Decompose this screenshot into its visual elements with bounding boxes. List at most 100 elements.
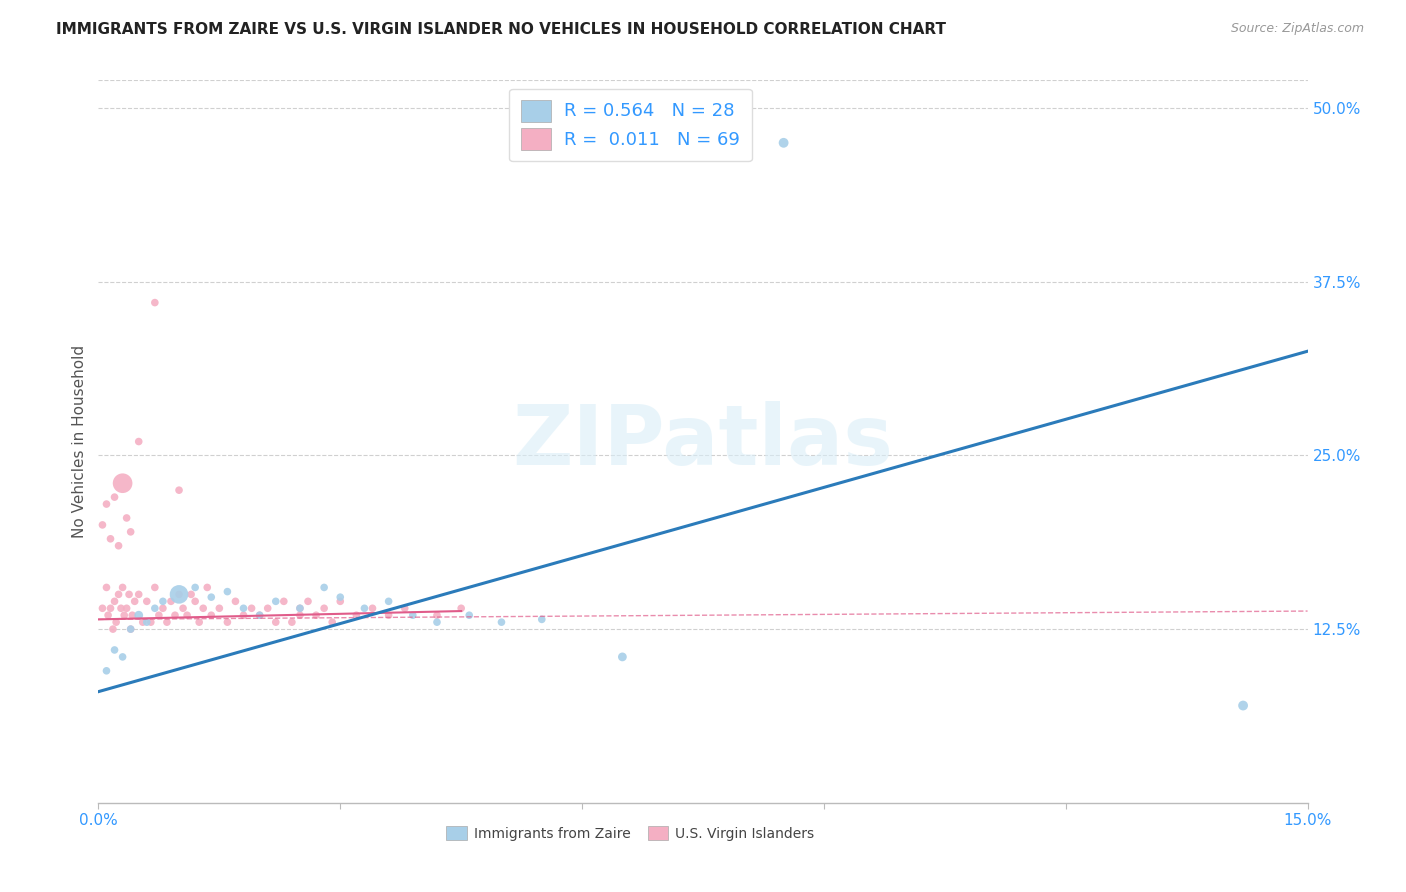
Point <box>156 615 179 630</box>
Point <box>256 601 278 615</box>
Point <box>612 649 634 664</box>
Point <box>121 608 143 623</box>
Point <box>184 594 207 608</box>
Point <box>152 601 174 615</box>
Point <box>361 601 384 615</box>
Point <box>91 517 114 532</box>
Point <box>103 594 125 608</box>
Point <box>96 581 118 595</box>
Point <box>530 612 553 626</box>
Point <box>394 601 416 615</box>
Point <box>297 594 319 608</box>
Point <box>107 587 129 601</box>
Point <box>101 622 124 636</box>
Text: ZIPatlas: ZIPatlas <box>513 401 893 482</box>
Point <box>450 601 472 615</box>
Point <box>176 608 198 623</box>
Point <box>103 643 125 657</box>
Point <box>97 608 120 623</box>
Point <box>91 601 114 615</box>
Point <box>329 590 352 604</box>
Point <box>163 608 186 623</box>
Point <box>135 594 157 608</box>
Point <box>426 608 449 623</box>
Point <box>115 511 138 525</box>
Point <box>288 601 311 615</box>
Point <box>772 136 794 150</box>
Point <box>103 490 125 504</box>
Point <box>208 601 231 615</box>
Point <box>288 608 311 623</box>
Point <box>273 594 295 608</box>
Point <box>100 532 122 546</box>
Point <box>426 615 449 630</box>
Point <box>111 476 134 491</box>
Point <box>96 497 118 511</box>
Point <box>118 587 141 601</box>
Point <box>167 587 190 601</box>
Point <box>491 615 513 630</box>
Point <box>105 615 128 630</box>
Point <box>188 615 211 630</box>
Point <box>321 615 343 630</box>
Point <box>172 601 194 615</box>
Point <box>135 615 157 630</box>
Legend: Immigrants from Zaire, U.S. Virgin Islanders: Immigrants from Zaire, U.S. Virgin Islan… <box>441 821 820 847</box>
Point <box>152 594 174 608</box>
Point <box>115 601 138 615</box>
Point <box>195 581 218 595</box>
Point <box>139 615 162 630</box>
Point <box>112 608 135 623</box>
Point <box>143 601 166 615</box>
Point <box>314 601 336 615</box>
Point <box>128 434 150 449</box>
Point <box>148 608 170 623</box>
Point <box>314 581 336 595</box>
Point <box>132 615 155 630</box>
Point <box>120 524 142 539</box>
Point <box>329 594 352 608</box>
Point <box>1232 698 1254 713</box>
Point <box>111 649 134 664</box>
Point <box>232 608 254 623</box>
Point <box>128 587 150 601</box>
Point <box>377 594 399 608</box>
Point <box>128 608 150 623</box>
Point <box>193 601 215 615</box>
Point <box>232 601 254 615</box>
Text: IMMIGRANTS FROM ZAIRE VS U.S. VIRGIN ISLANDER NO VEHICLES IN HOUSEHOLD CORRELATI: IMMIGRANTS FROM ZAIRE VS U.S. VIRGIN ISL… <box>56 22 946 37</box>
Point <box>143 295 166 310</box>
Point <box>200 608 222 623</box>
Point <box>120 622 142 636</box>
Point <box>110 601 132 615</box>
Point <box>124 594 146 608</box>
Y-axis label: No Vehicles in Household: No Vehicles in Household <box>72 345 87 538</box>
Point <box>264 615 287 630</box>
Point <box>458 608 481 623</box>
Point <box>249 608 271 623</box>
Point <box>377 608 399 623</box>
Point <box>167 587 190 601</box>
Point <box>249 608 271 623</box>
Point <box>353 601 375 615</box>
Point <box>264 594 287 608</box>
Point <box>111 581 134 595</box>
Text: Source: ZipAtlas.com: Source: ZipAtlas.com <box>1230 22 1364 36</box>
Point <box>200 590 222 604</box>
Point <box>305 608 328 623</box>
Point <box>160 594 183 608</box>
Point <box>402 608 425 623</box>
Point <box>344 608 367 623</box>
Point <box>107 539 129 553</box>
Point <box>217 584 239 599</box>
Point <box>184 581 207 595</box>
Point <box>100 601 122 615</box>
Point <box>240 601 263 615</box>
Point <box>281 615 304 630</box>
Point <box>288 601 311 615</box>
Point <box>120 622 142 636</box>
Point <box>143 581 166 595</box>
Point <box>180 587 202 601</box>
Point <box>224 594 246 608</box>
Point <box>167 483 190 498</box>
